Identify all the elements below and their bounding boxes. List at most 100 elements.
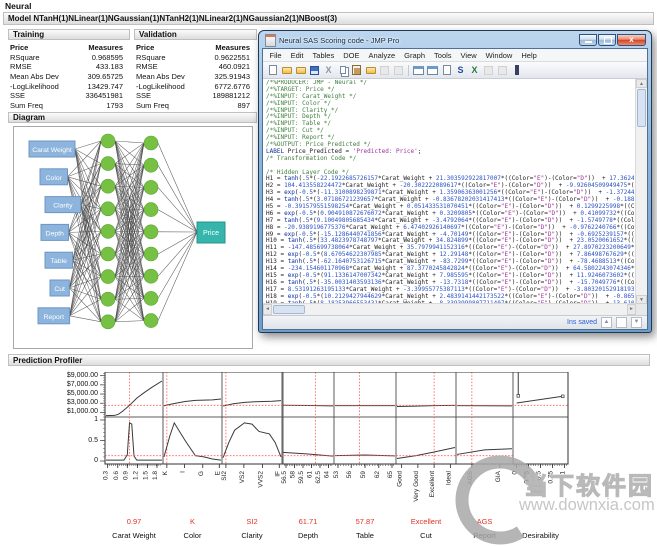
hidden-node[interactable] xyxy=(143,180,159,195)
save-icon[interactable] xyxy=(308,64,321,77)
hidden-node[interactable] xyxy=(143,313,159,328)
hidden-node[interactable] xyxy=(100,156,116,171)
diagram-edge xyxy=(114,165,145,322)
sas-icon[interactable]: S xyxy=(457,64,464,75)
menu-item-tools[interactable]: Tools xyxy=(434,50,452,60)
hidden-node[interactable] xyxy=(100,314,116,330)
menu-item-help[interactable]: Help xyxy=(521,50,537,60)
menu-item-doe[interactable]: DOE xyxy=(343,50,360,60)
hidden-node[interactable] xyxy=(100,224,116,239)
factor-current-value-4[interactable]: 57.87 xyxy=(356,517,375,526)
prefs-icon-disabled[interactable] xyxy=(496,64,509,77)
desirability-trace xyxy=(456,448,513,455)
hidden-node[interactable] xyxy=(100,269,116,284)
project-window-icon[interactable] xyxy=(440,64,453,77)
scroll-down-icon[interactable]: ▼ xyxy=(636,295,647,304)
input-node-carat-weight[interactable] xyxy=(28,140,76,158)
code-line: H1 = tanh(.5*(-22.1922685726157*Carat_We… xyxy=(266,175,634,183)
desirability-handle[interactable] xyxy=(516,394,520,398)
hidden-node[interactable] xyxy=(143,224,159,240)
watermark-site-url: www.downxia.com xyxy=(519,496,655,514)
input-node-cut[interactable] xyxy=(49,279,70,297)
open-journal-icon[interactable] xyxy=(294,64,307,77)
minimize-button[interactable] xyxy=(579,34,597,46)
scroll-right-icon[interactable]: ► xyxy=(627,304,636,315)
excel-icon[interactable]: X xyxy=(471,64,478,75)
scroll-up-icon[interactable]: ▲ xyxy=(636,79,647,88)
hidden-node[interactable] xyxy=(143,157,159,173)
menu-item-edit[interactable]: Edit xyxy=(290,50,304,60)
forward-icon-disabled[interactable] xyxy=(392,64,405,77)
split-window-icon[interactable] xyxy=(426,64,439,77)
table-row: -LogLikelihood 13429.747 xyxy=(10,81,123,91)
menu-item-window[interactable]: Window xyxy=(485,50,513,60)
prediction-profiler-plot: 0.3 0.6 0.9 1.2 1.5 1.8 K I G E SI2 VS2 VVS2 IF 56.5 58… xyxy=(100,372,569,540)
model-header-bar[interactable]: Model NTanH(1)NLinear(1)NGaussian(1)NTan… xyxy=(3,12,654,25)
vertical-scroll-thumb[interactable] xyxy=(637,89,646,127)
menu-item-graph[interactable]: Graph xyxy=(404,50,426,60)
hidden-node[interactable] xyxy=(143,268,159,284)
output-node-price[interactable] xyxy=(196,221,226,244)
hidden-node[interactable] xyxy=(100,133,116,149)
new-script-icon[interactable] xyxy=(266,64,279,77)
status-text[interactable]: Ins saved xyxy=(567,319,597,326)
status-caret-icon[interactable]: ▲ xyxy=(601,317,612,328)
input-node-table[interactable] xyxy=(44,251,73,269)
factor-current-value-1[interactable]: K xyxy=(190,517,195,526)
new-window-icon[interactable] xyxy=(412,64,425,77)
hidden-node[interactable] xyxy=(100,178,116,194)
status-dropdown-icon[interactable]: ▼ xyxy=(631,317,642,328)
desirability-handle[interactable] xyxy=(561,394,565,398)
input-node-depth[interactable] xyxy=(40,223,69,241)
diagram-edge xyxy=(114,142,145,300)
hidden-node[interactable] xyxy=(143,246,159,262)
factor-current-value-5[interactable]: Excellent xyxy=(411,517,442,526)
menu-item-view[interactable]: View xyxy=(460,50,477,60)
menu-item-file[interactable]: File xyxy=(269,50,282,60)
run-icon[interactable] xyxy=(510,64,523,77)
diagram-edge xyxy=(69,208,102,289)
validation-header-bar[interactable]: Validation xyxy=(134,29,257,40)
briefcase-icon[interactable] xyxy=(364,64,377,77)
horizontal-scrollbar[interactable]: ◄ ► xyxy=(263,303,636,315)
profiler-header-bar[interactable]: Prediction Profiler xyxy=(8,354,650,366)
back-icon-disabled[interactable] xyxy=(378,64,391,77)
hidden-node[interactable] xyxy=(100,201,116,217)
paste-icon[interactable] xyxy=(350,64,363,77)
hidden-node[interactable] xyxy=(100,246,116,262)
training-header-bar[interactable]: Training xyxy=(8,29,130,40)
status-checkbox-icon[interactable] xyxy=(616,317,627,328)
hidden-node[interactable] xyxy=(143,135,159,151)
factor-current-value-3[interactable]: 61.71 xyxy=(299,517,318,526)
maximize-button[interactable] xyxy=(598,34,616,46)
code-editor[interactable]: /*%PRODUCER: JMP - Neural *//*%TARGET: P… xyxy=(263,79,647,315)
factor-current-value-2[interactable]: SI2 xyxy=(246,517,257,526)
input-node-report[interactable] xyxy=(37,307,71,325)
code-text[interactable]: /*%PRODUCER: JMP - Neural *//*%TARGET: P… xyxy=(266,80,634,303)
menu-item-analyze[interactable]: Analyze xyxy=(368,50,396,60)
open-icon[interactable] xyxy=(280,64,293,77)
cut-icon[interactable]: X xyxy=(325,64,332,75)
vertical-scrollbar[interactable]: ▲ ▼ xyxy=(635,79,647,304)
menu-item-tables[interactable]: Tables xyxy=(312,50,335,60)
factor-current-value-6[interactable]: AGS xyxy=(477,517,493,526)
close-button[interactable]: x xyxy=(617,34,646,46)
factor-current-value-0[interactable]: 0.97 xyxy=(127,517,142,526)
horizontal-scroll-thumb[interactable] xyxy=(273,305,305,314)
input-node-clarity[interactable] xyxy=(44,196,82,214)
diagram-edge xyxy=(69,287,102,322)
window-titlebar[interactable]: Neural SAS Scoring code - JMP Pro x xyxy=(262,31,648,48)
x-tick-label: 59.5 xyxy=(298,471,305,484)
scroll-left-icon[interactable]: ◄ xyxy=(263,304,272,315)
script-window[interactable]: Neural SAS Scoring code - JMP Pro x File… xyxy=(258,30,652,333)
hidden-node[interactable] xyxy=(143,202,159,217)
x-tick-label: 1.5 xyxy=(142,471,149,480)
diagram-header-bar[interactable]: Diagram xyxy=(8,112,257,123)
copy-icon[interactable] xyxy=(336,64,349,77)
hidden-node[interactable] xyxy=(100,291,116,307)
input-node-color[interactable] xyxy=(39,168,68,186)
code-line: H4 = tanh(.5*(3.07186721239657*Carat_Wei… xyxy=(266,196,634,204)
validation-table: Price Measures RSquare 0.9622551 RMSE 460.092… xyxy=(136,43,250,111)
word-icon-disabled[interactable] xyxy=(482,64,495,77)
hidden-node[interactable] xyxy=(143,291,159,306)
